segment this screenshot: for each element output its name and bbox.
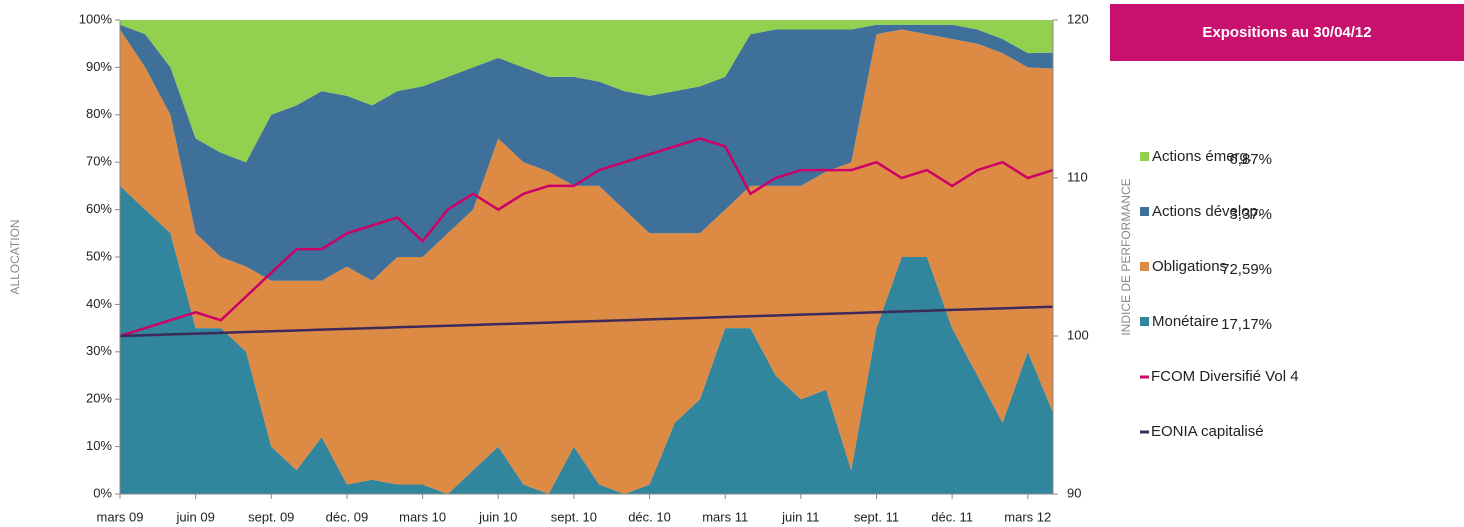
y-tick-label: 60%: [86, 201, 112, 216]
area: [120, 185, 1053, 494]
x-tick-label: mars 10: [399, 509, 446, 524]
area: [120, 20, 1053, 163]
legend-swatch: [1140, 317, 1149, 326]
area: [120, 29, 1053, 494]
x-tick-label: déc. 09: [326, 509, 369, 524]
y-tick-label: 0%: [93, 485, 112, 500]
legend-value: 6,87%: [1229, 151, 1272, 168]
legend-swatch: [1140, 207, 1149, 216]
legend-label: Actions dévelop.: [1152, 203, 1262, 220]
y-tick-label: 40%: [86, 296, 112, 311]
x-tick-label: sept. 09: [248, 509, 294, 524]
y2-tick-label: 120: [1067, 11, 1089, 26]
legend-header: [1110, 4, 1464, 61]
line: [119, 305, 1054, 338]
legend-label: FCOM Diversifié Vol 4: [1151, 368, 1299, 385]
y-tick-label: 30%: [86, 343, 112, 358]
y-tick-label: 70%: [86, 154, 112, 169]
y-tick-label: 20%: [86, 391, 112, 406]
y2-tick-label: 90: [1067, 485, 1081, 500]
y-axis-label: ALLOCATION: [8, 219, 22, 294]
legend-value: 3,37%: [1229, 206, 1272, 223]
area: [120, 24, 1053, 281]
y-tick-label: 90%: [86, 59, 112, 74]
legend-value: 17,17%: [1221, 316, 1272, 333]
y-tick-label: 100%: [79, 11, 113, 26]
legend-value: 72,59%: [1221, 261, 1272, 278]
x-tick-label: sept. 10: [551, 509, 597, 524]
legend-label: Actions émerg.: [1152, 148, 1252, 165]
x-tick-label: juin 11: [781, 509, 819, 524]
x-tick-label: déc. 10: [628, 509, 671, 524]
x-tick-label: mars 09: [97, 509, 144, 524]
legend-swatch: [1140, 152, 1149, 161]
legend-label: EONIA capitalisé: [1151, 423, 1264, 440]
line: [119, 137, 1054, 338]
x-tick-label: déc. 11: [931, 509, 973, 524]
x-tick-label: juin 09: [175, 509, 214, 524]
y-tick-label: 80%: [86, 106, 112, 121]
legend-label: Obligations: [1152, 258, 1227, 275]
legend-label: Monétaire: [1152, 313, 1219, 330]
x-tick-label: juin 10: [478, 509, 517, 524]
y2-tick-label: 100: [1067, 327, 1089, 342]
y-tick-label: 50%: [86, 248, 112, 263]
x-tick-label: sept. 11: [854, 509, 899, 524]
x-tick-label: mars 12: [1004, 509, 1051, 524]
y2-axis-label: INDICE DE PERFORMANCE: [1119, 178, 1133, 335]
y2-tick-label: 110: [1067, 169, 1088, 184]
y-tick-label: 10%: [86, 438, 112, 453]
legend-swatch: [1140, 262, 1149, 271]
x-tick-label: mars 11: [702, 509, 748, 524]
legend-title: Expositions au 30/04/12: [1202, 24, 1371, 41]
